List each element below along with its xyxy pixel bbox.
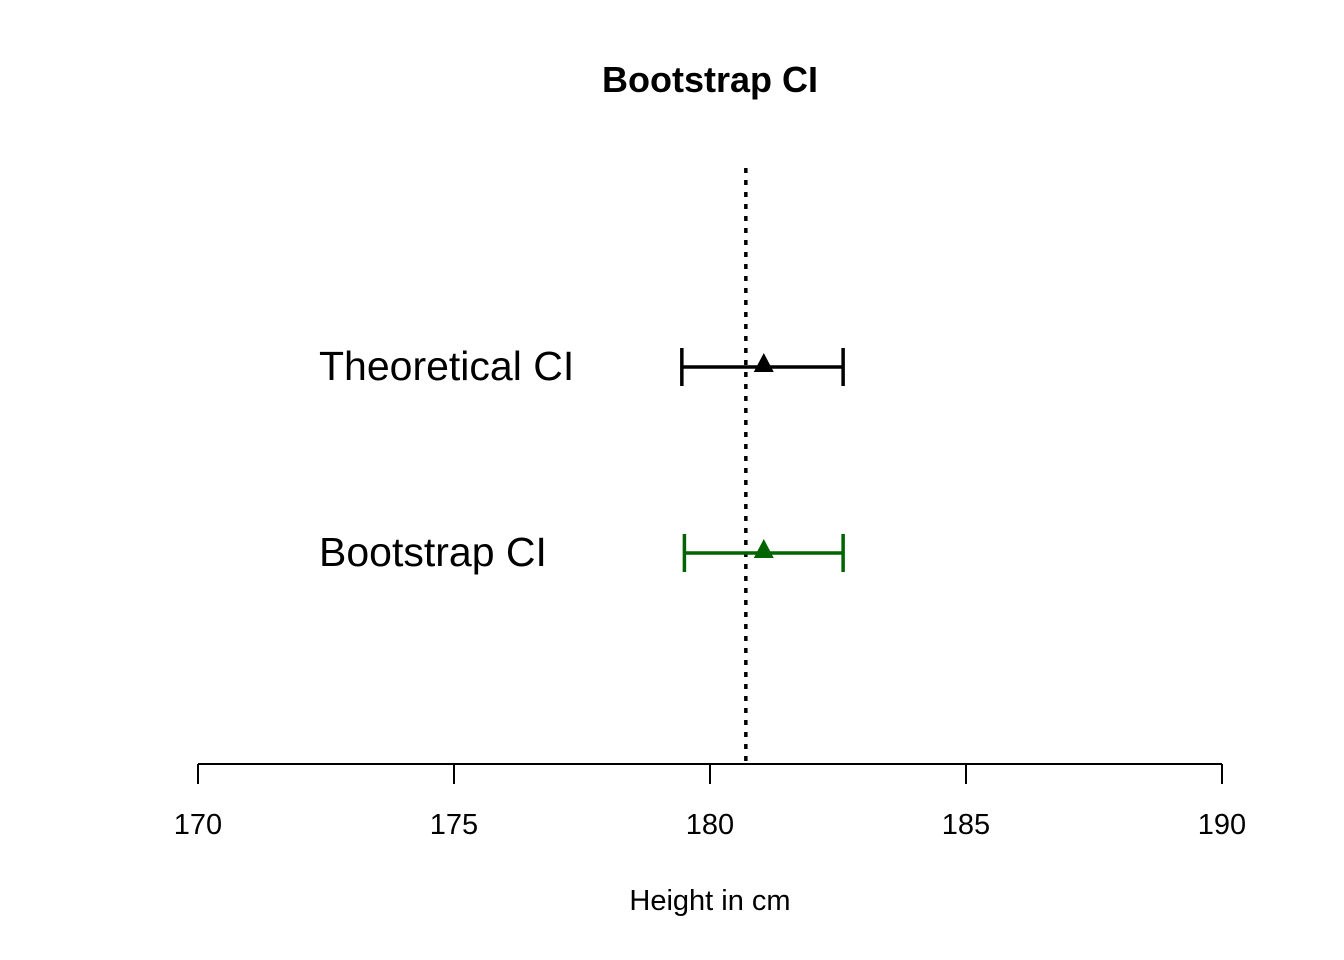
ci-row: Theoretical CI	[319, 343, 845, 389]
x-axis-ticks: 170 175 180 185 190	[174, 764, 1246, 841]
ci-estimate-marker	[753, 353, 774, 372]
ci-estimate-marker	[753, 539, 774, 558]
ci-row: Bootstrap CI	[319, 529, 845, 575]
x-tick-label: 185	[942, 809, 990, 841]
chart-title: Bootstrap CI	[602, 59, 818, 100]
ci-row-label: Theoretical CI	[319, 343, 574, 389]
x-tick-label: 175	[430, 809, 478, 841]
x-tick-label: 180	[686, 809, 734, 841]
x-tick-label: 170	[174, 809, 222, 841]
ci-row-label: Bootstrap CI	[319, 529, 547, 575]
x-tick-label: 190	[1198, 809, 1246, 841]
x-axis: 170 175 180 185 190	[174, 763, 1246, 841]
ci-rows: Theoretical CI Bootstrap CI	[319, 343, 845, 575]
x-axis-title: Height in cm	[629, 885, 790, 917]
